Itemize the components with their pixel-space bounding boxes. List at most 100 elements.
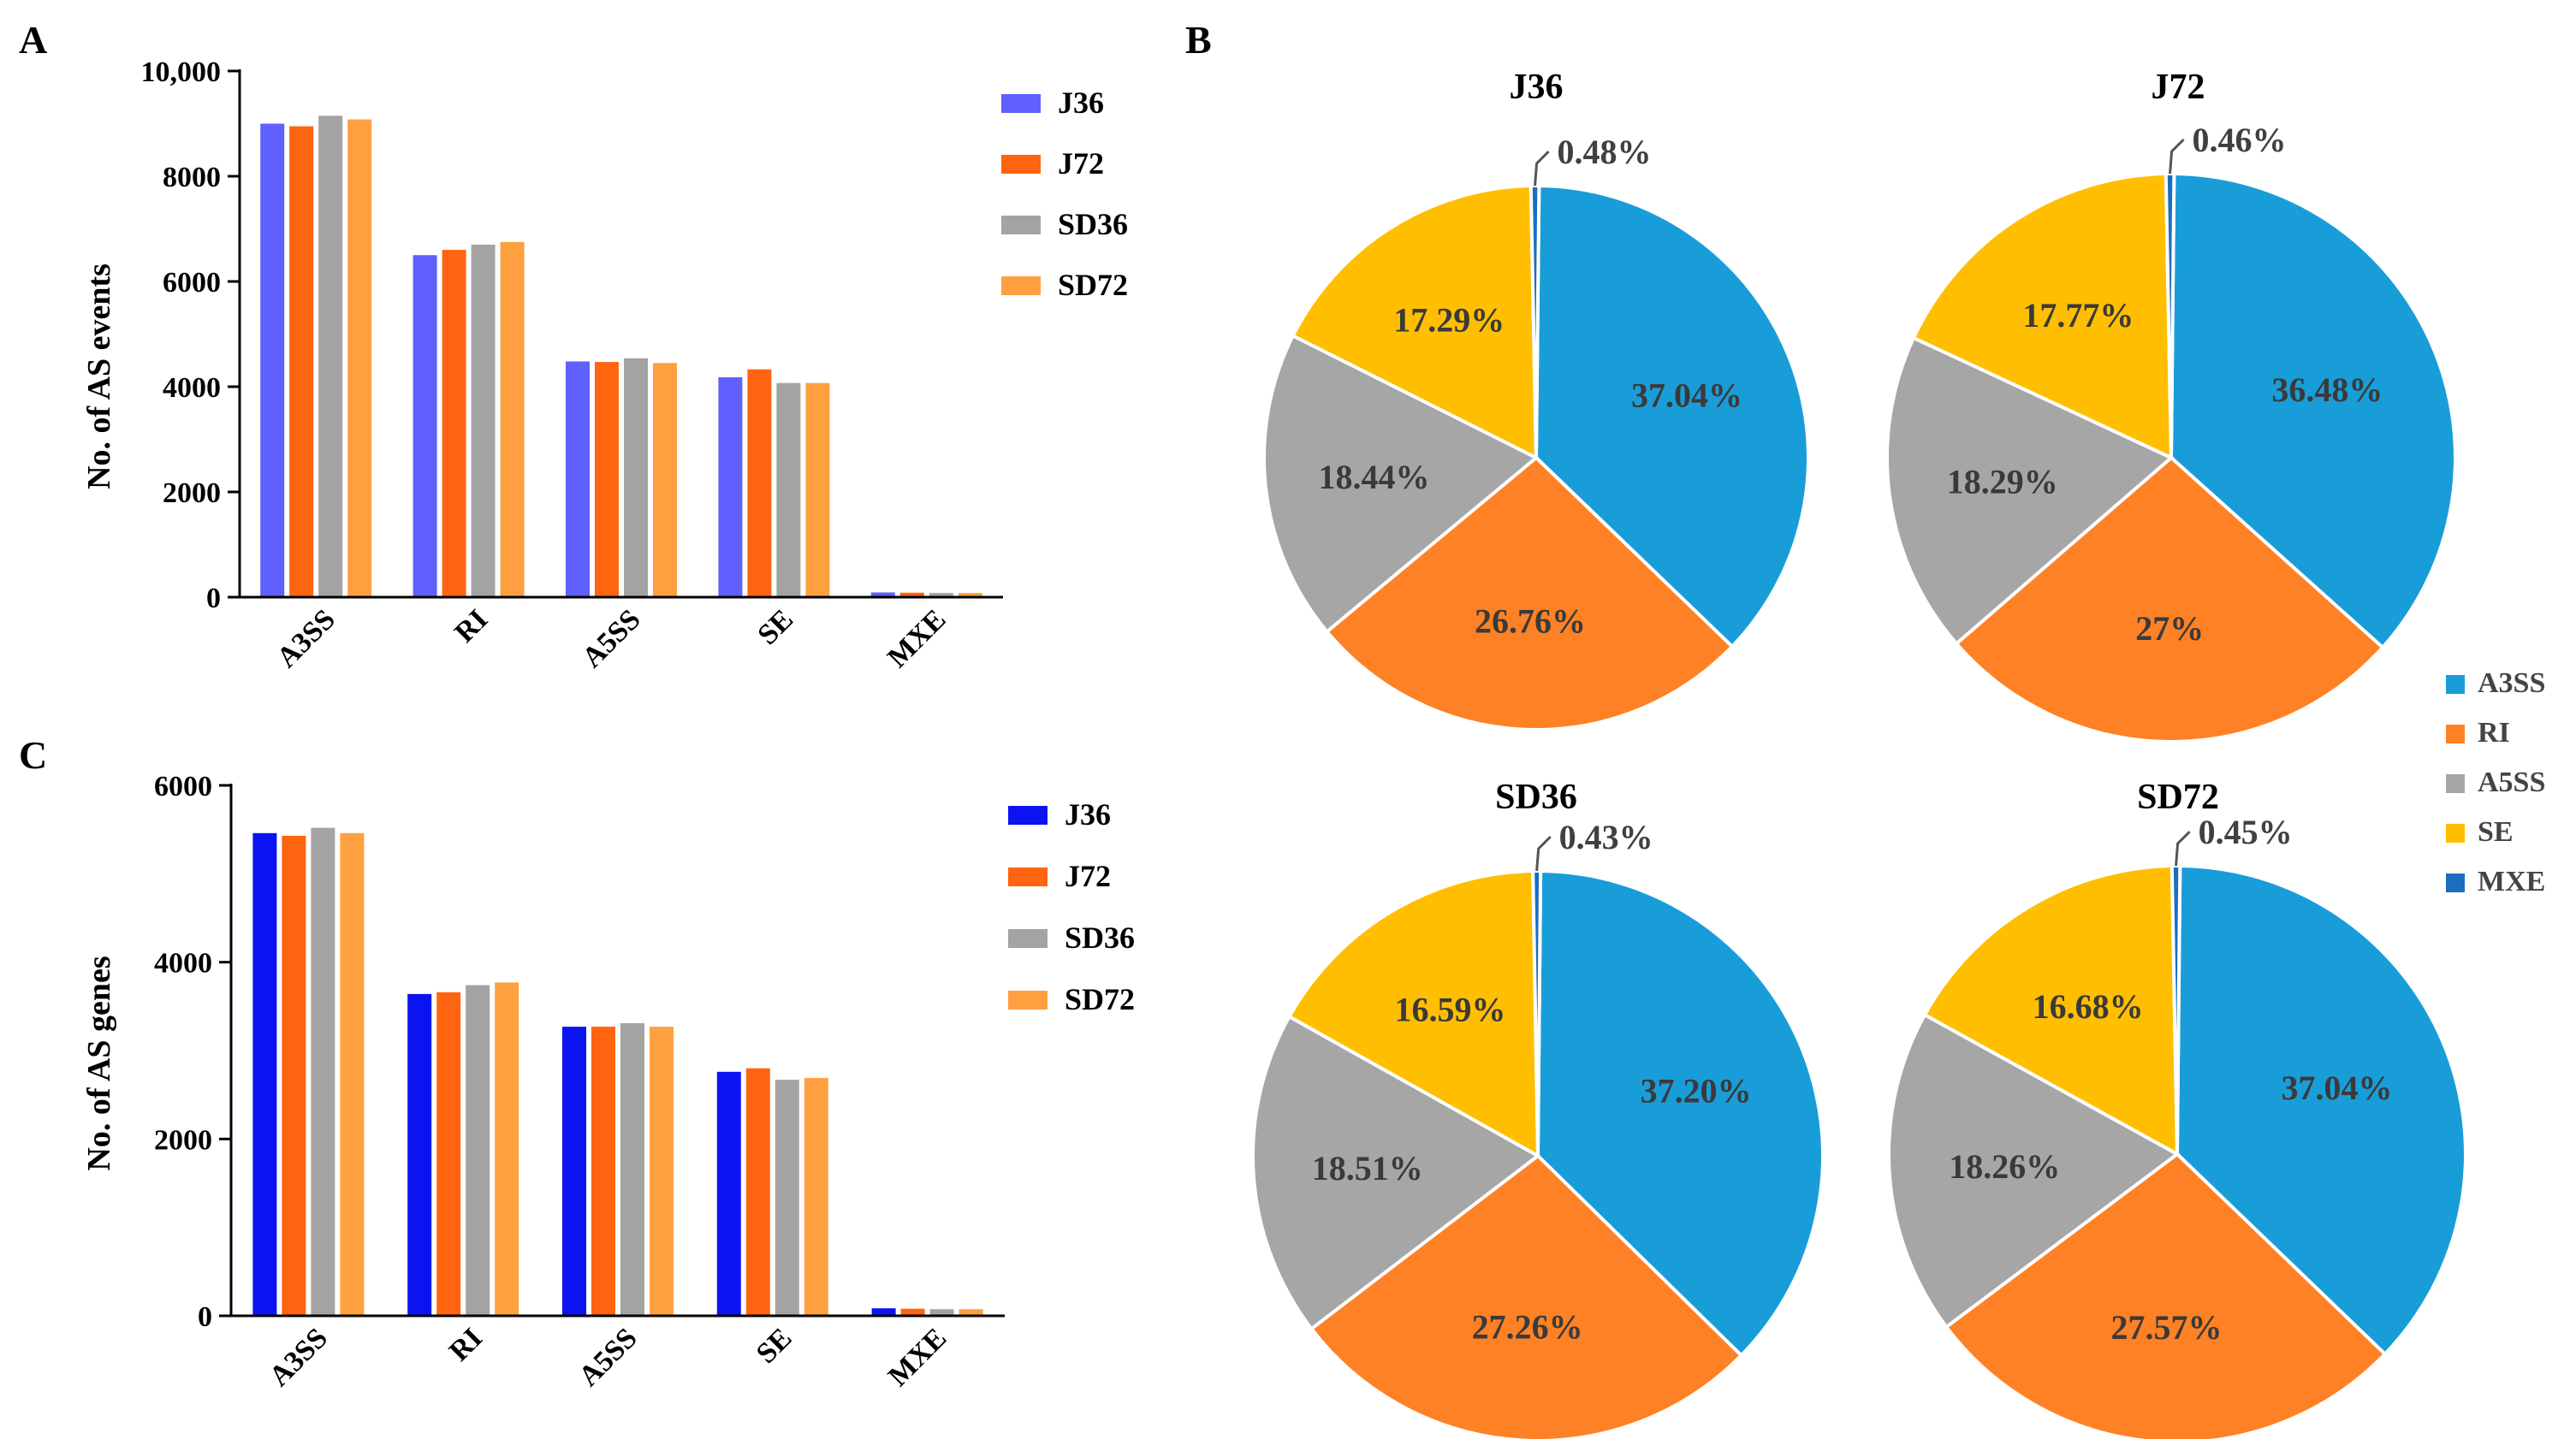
y-tick-label: 6000 (154, 771, 212, 802)
pie-label: 37.20% (1641, 1072, 1752, 1110)
bar-sd72-mxe (958, 593, 982, 597)
y-axis-ticks: 0 2000 4000 6000 (154, 771, 231, 1333)
y-tick-label: 0 (206, 583, 221, 614)
pie-legend-label-a5ss: A5SS (2478, 767, 2545, 798)
panel-letter-b: B (1185, 18, 1212, 62)
bar-sd72-a3ss (340, 832, 365, 1316)
bar-legend: J36 J72 SD36 SD72 (1001, 86, 1128, 302)
legend-label-sd72: SD72 (1058, 268, 1128, 302)
y-tick-label: 8000 (163, 162, 221, 193)
bar-j72-se (747, 369, 772, 597)
bar-j36-a3ss (260, 123, 285, 597)
pie-slice-sd72-mxe (2169, 864, 2182, 1155)
bar-j72-ri (442, 250, 466, 597)
pie-slice-sd36-se (1286, 869, 1540, 1159)
bar-legend: J36 J72 SD36 SD72 (1008, 797, 1135, 1016)
pie-label: 27% (2135, 609, 2204, 648)
pie-title-sd36: SD36 (1495, 778, 1577, 817)
pie-label: 0.48% (1558, 133, 1652, 171)
pie-legend-swatch-a3ss (2446, 675, 2465, 694)
pie-label: 0.43% (1559, 818, 1653, 856)
pie-slice-j72-a5ss (1885, 335, 2175, 647)
pie-charts: J36 J72 SD36 SD72 37.04% 26.76% 18.44% 17.2… (1251, 68, 2545, 1439)
bar-j36-se (716, 1071, 741, 1316)
bar-j36-ri (407, 993, 432, 1316)
pie-label: 0.45% (2199, 813, 2293, 851)
bar-sd72-a3ss (347, 119, 372, 597)
bar-j36-mxe (871, 1308, 896, 1316)
pie-legend-swatch-se (2446, 824, 2465, 843)
bar-j72-se (745, 1068, 770, 1316)
legend-label-sd36: SD36 (1058, 207, 1128, 241)
legend-label-sd72: SD72 (1065, 982, 1135, 1016)
x-tick-label: SE (751, 603, 799, 651)
y-tick-label: 6000 (163, 267, 221, 299)
x-tick-label: A3SS (264, 1322, 334, 1392)
pie-slice-j72-ri (1954, 455, 2385, 743)
x-tick-label: A5SS (573, 1322, 643, 1392)
bar-sd72-a5ss (650, 1027, 674, 1316)
legend-swatch-sd72 (1001, 276, 1041, 295)
pie-slice-j72-a3ss (2169, 171, 2457, 650)
bar-j72-ri (436, 992, 461, 1316)
legend-swatch-j36 (1008, 806, 1048, 825)
pie-label: 26.76% (1475, 602, 1586, 641)
pie-label: 37.04% (1631, 376, 1742, 414)
legend-swatch-j36 (1001, 94, 1041, 113)
bar-sd36-a5ss (624, 358, 648, 597)
pie-legend-swatch-mxe (2446, 873, 2465, 892)
bar-sd72-mxe (959, 1309, 983, 1316)
pie-slice-sd36-a3ss (1535, 868, 1825, 1359)
y-tick-label: 10,000 (141, 56, 222, 88)
bar-sd36-se (776, 382, 801, 597)
panel-letter-a: A (19, 18, 47, 62)
pie-slice-j36-a5ss (1262, 333, 1540, 635)
bar-sd72-ri (495, 982, 519, 1316)
ylabel-as-events: No. of AS events (81, 264, 117, 489)
pie-slice-sd72-a5ss (1887, 1012, 2181, 1329)
axes (238, 69, 1003, 599)
x-tick-label: SE (751, 1322, 798, 1370)
pie-legend-label-ri: RI (2478, 717, 2510, 749)
x-tick-label: A3SS (271, 603, 341, 673)
leader-line (2169, 138, 2185, 175)
bar-sd36-ri (466, 985, 490, 1316)
pie-legend: A3SS RI A5SS SE MXE (2446, 667, 2545, 897)
bar-j72-a5ss (591, 1027, 615, 1316)
ylabel-as-genes: No. of AS genes (81, 956, 117, 1170)
pie-label: 27.57% (2111, 1308, 2223, 1347)
pie-slice-j72-se (1911, 172, 2174, 461)
pie-legend-swatch-a5ss (2446, 774, 2465, 793)
pie-label: 17.29% (1393, 301, 1505, 340)
bar-j36-se (718, 376, 743, 597)
bar-sd36-a3ss (318, 115, 343, 597)
pie-legend-label-mxe: MXE (2478, 866, 2545, 897)
legend-swatch-sd36 (1001, 216, 1041, 234)
y-tick-label: 2000 (163, 477, 221, 509)
pie-slice-sd72-a3ss (2175, 863, 2467, 1357)
leader-line (2175, 830, 2191, 867)
bar-j36-a5ss (566, 361, 590, 597)
bar-sd36-se (775, 1080, 799, 1316)
bar-sd72-a5ss (653, 363, 677, 597)
leader-line (1534, 150, 1550, 187)
y-axis-ticks: 0 2000 4000 6000 8000 10,000 (141, 56, 240, 614)
pie-slice-j36-se (1291, 184, 1539, 461)
legend-label-j36: J36 (1058, 86, 1104, 120)
pie-slice-j36-ri (1324, 455, 1735, 731)
pie-label: 18.26% (1949, 1147, 2060, 1186)
x-axis-ticks: A3SS RI A5SS SE MXE (271, 603, 953, 673)
legend-label-j72: J72 (1065, 859, 1111, 893)
bar-sd36-a3ss (311, 827, 335, 1316)
pie-slice-j36-a3ss (1534, 183, 1810, 649)
legend-swatch-sd36 (1008, 929, 1048, 948)
x-tick-label: MXE (882, 1322, 953, 1392)
pie-label: 36.48% (2271, 370, 2383, 409)
x-tick-label: A5SS (576, 603, 646, 673)
bar-j72-a3ss (289, 126, 314, 597)
pie-group: 37.04% 26.76% 18.44% 17.29% 0.48% 36.48% 27% 18… (1251, 121, 2467, 1439)
pie-slice-sd72-se (1922, 864, 2180, 1158)
y-tick-label: 4000 (163, 372, 221, 404)
pie-slice-sd72-ri (1944, 1152, 2388, 1439)
